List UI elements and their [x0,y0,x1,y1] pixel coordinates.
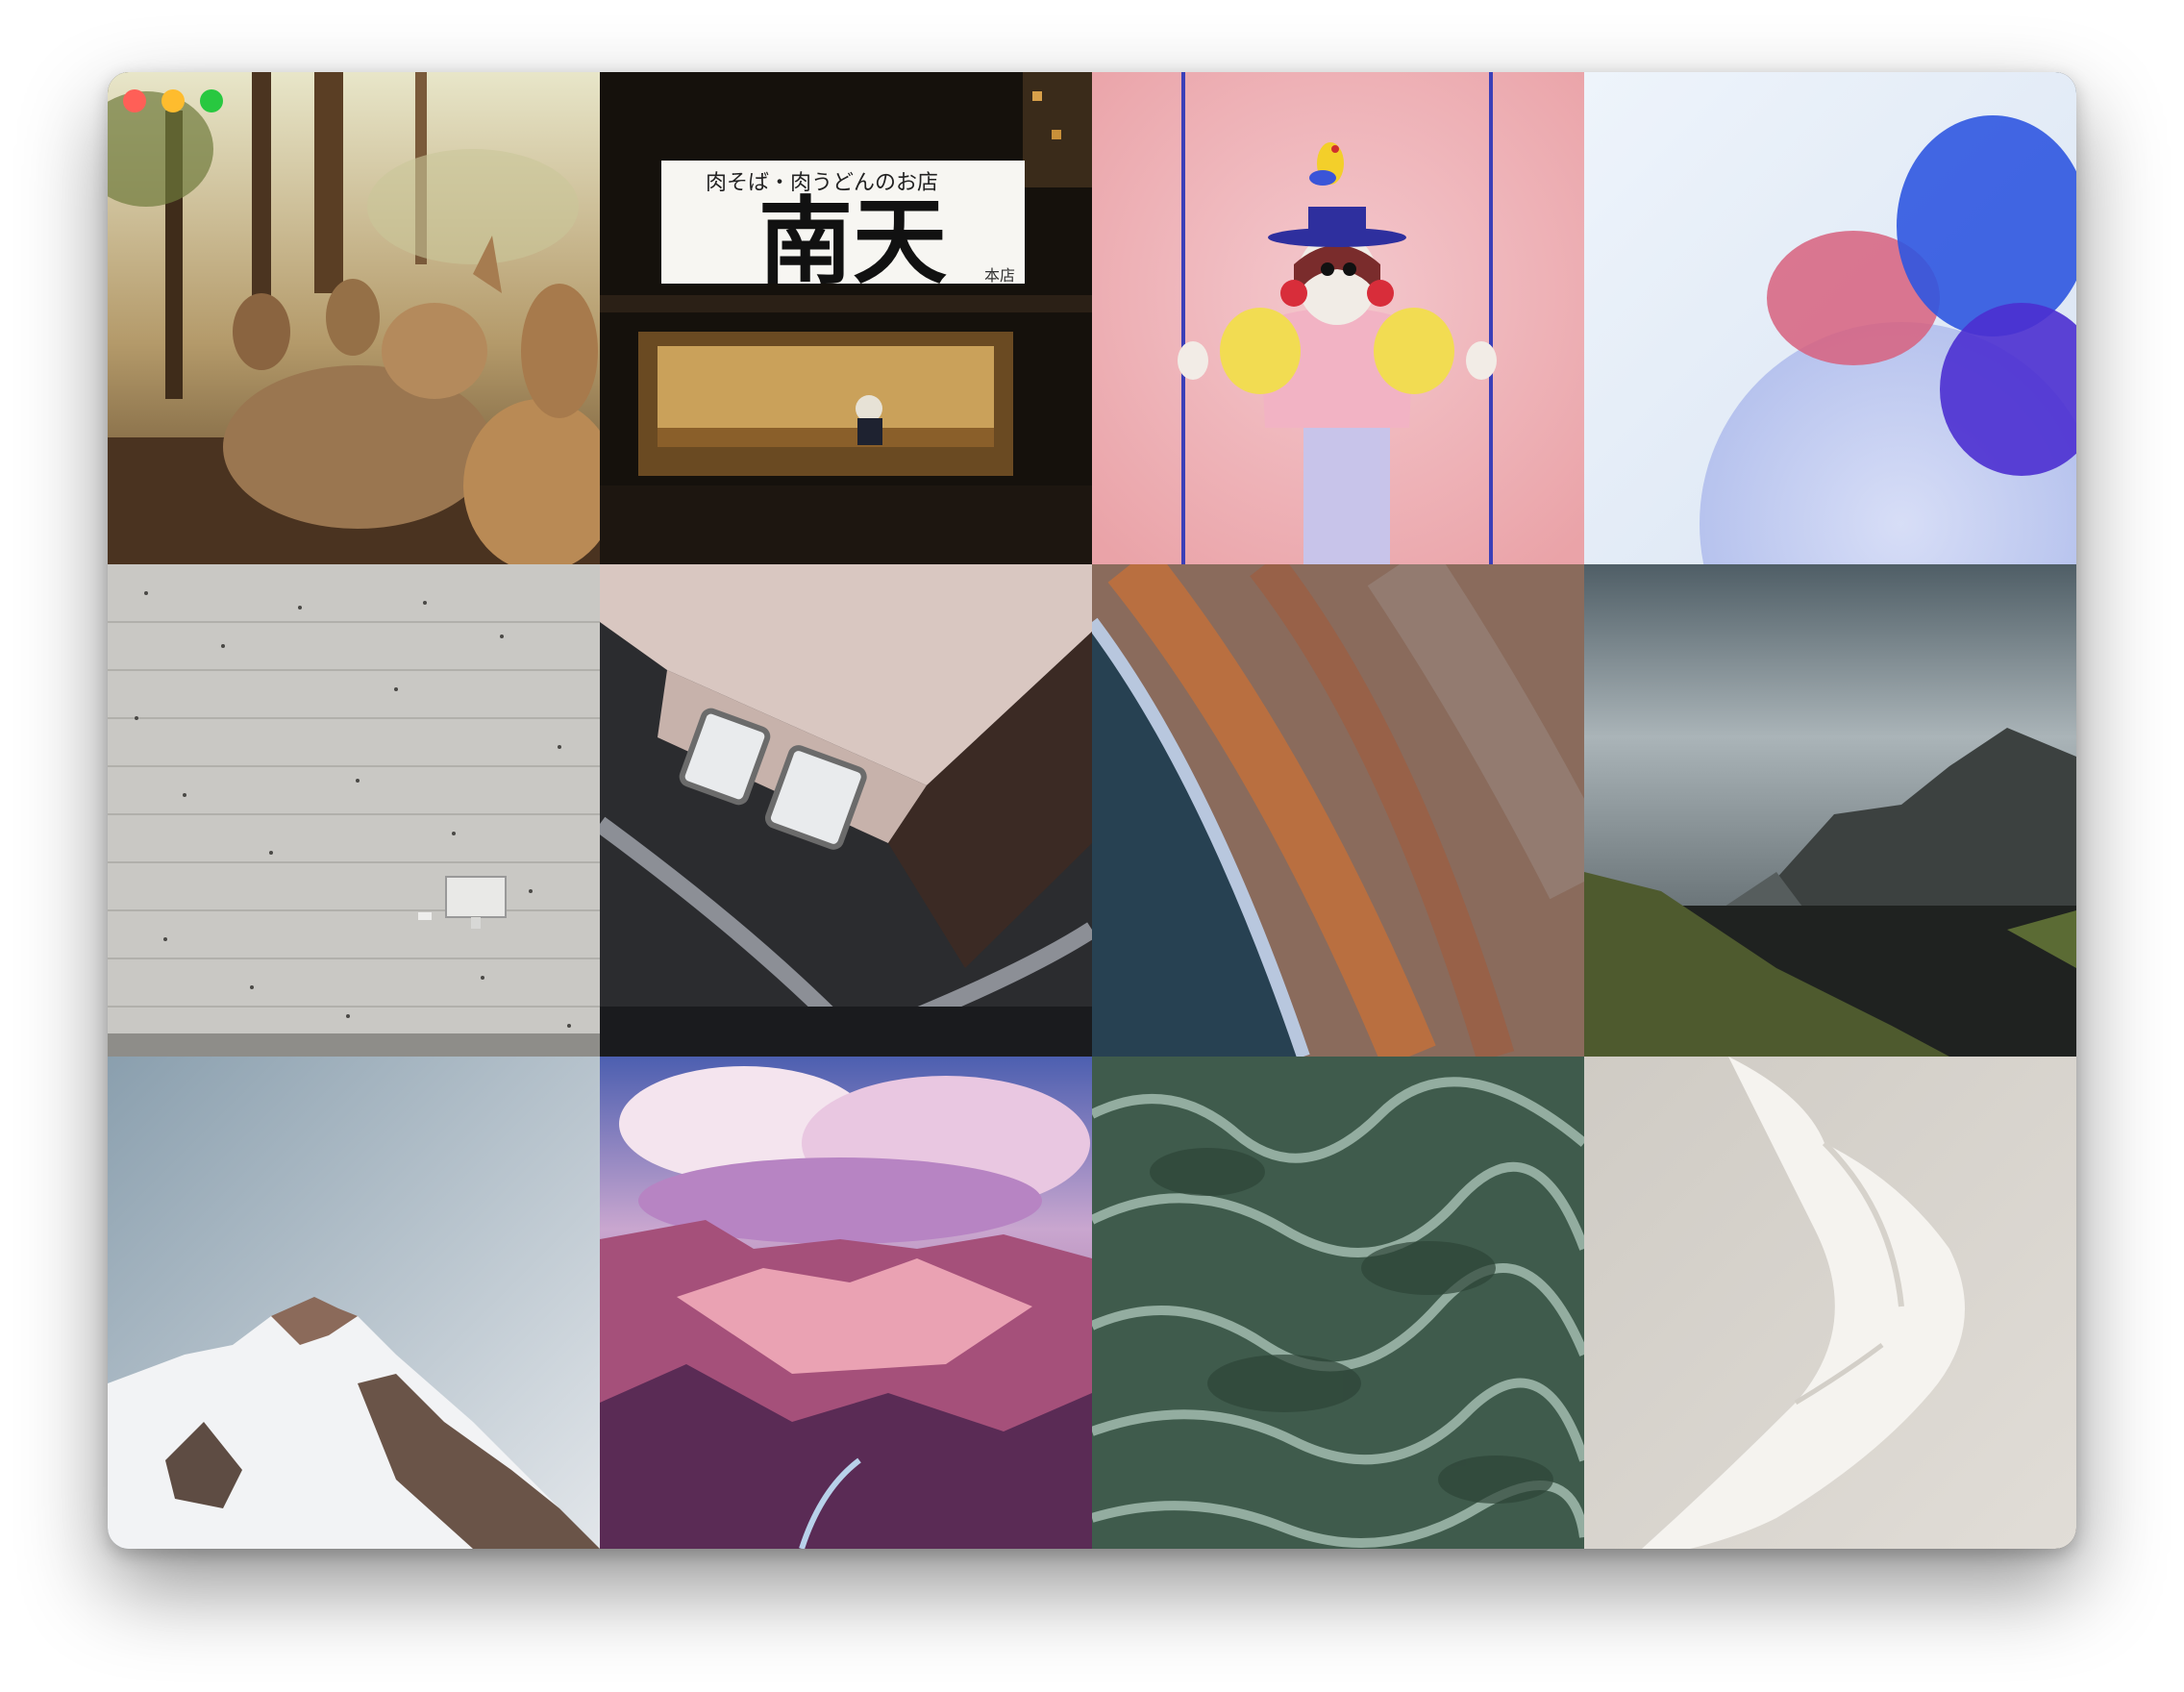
deer-photo [108,72,600,564]
3d-character-illustration [1092,72,1584,564]
image-tile-white-fabric[interactable] [1584,1057,2076,1549]
image-tile-aerial-coast[interactable] [1092,564,1584,1057]
white-fabric-photo [1584,1057,2076,1549]
image-tile-character[interactable] [1092,72,1584,564]
zoom-button[interactable] [200,89,223,112]
storefront-photo: 肉そば・肉うどんのお店 南天 本店 [600,72,1092,564]
glass-discs-render [1584,72,2076,564]
image-tile-deer[interactable] [108,72,600,564]
mountain-landscape-photo [1584,564,2076,1057]
aerial-coast-photo [1092,564,1584,1057]
concrete-wall-photo [108,564,600,1057]
close-button[interactable] [123,89,146,112]
sign-branch: 本店 [984,266,1015,285]
image-tile-storefront[interactable]: 肉そば・肉うどんのお店 南天 本店 [600,72,1092,564]
image-tile-mountain-landscape[interactable] [1584,564,2076,1057]
ocean-waves-photo [1092,1057,1584,1549]
canyon-painting [600,1057,1092,1549]
minimize-button[interactable] [161,89,185,112]
sign-subtitle: 肉そば・肉うどんのお店 [706,171,938,195]
image-tile-vintage-car[interactable] [600,564,1092,1057]
image-tile-concrete-wall[interactable] [108,564,600,1057]
window-controls [123,89,223,112]
image-tile-canyon-painting[interactable] [600,1057,1092,1549]
snowy-peak-photo [108,1057,600,1549]
image-tile-ocean-waves[interactable] [1092,1057,1584,1549]
sign-title: 南天 [758,187,947,297]
image-tile-glass-discs[interactable] [1584,72,2076,564]
gallery-window: 肉そば・肉うどんのお店 南天 本店 [108,72,2076,1549]
image-tile-snowy-peak[interactable] [108,1057,600,1549]
vintage-car-photo [600,564,1092,1057]
